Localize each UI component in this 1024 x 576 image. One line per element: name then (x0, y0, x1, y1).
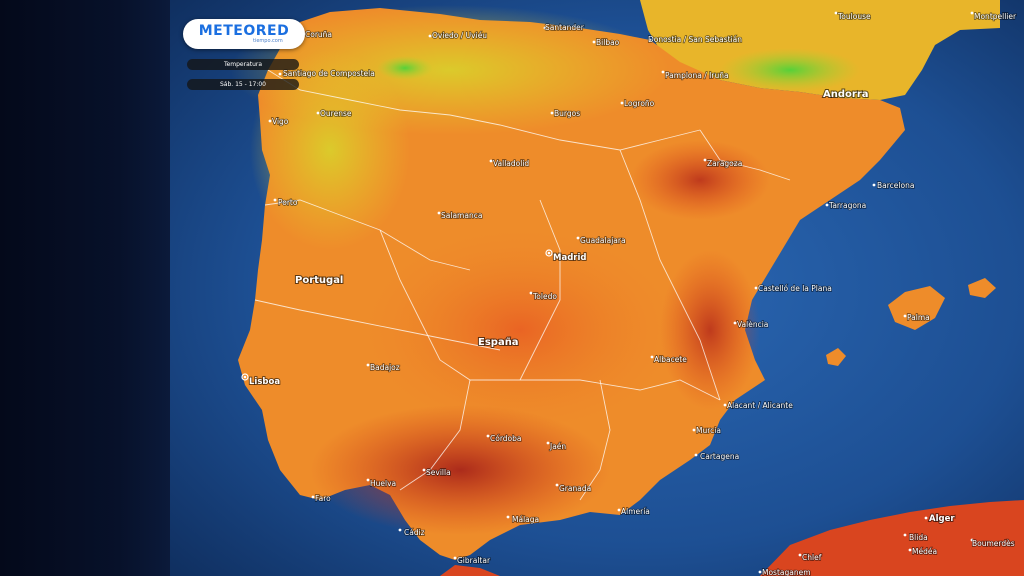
city-label: Logroño (624, 99, 655, 108)
city-label: Palma (907, 313, 930, 322)
city-label: València (737, 320, 768, 329)
city-label: Oviedo / Uviéu (432, 31, 487, 40)
city-label: Chlef (802, 553, 822, 562)
city-label: Porto (278, 198, 298, 207)
city-label: Castelló de la Plana (758, 284, 832, 293)
city-label: Médéa (912, 547, 937, 556)
city-label: Cartagena (700, 452, 739, 461)
city-label: Huelva (370, 479, 396, 488)
time-label[interactable]: Sáb. 15 - 17:00 (187, 79, 299, 90)
country-label-andorra: Andorra (823, 89, 869, 100)
city-label: Blida (909, 533, 928, 542)
hot-south-zone (310, 405, 610, 535)
hot-ebro-zone (630, 140, 770, 220)
city-label: Málaga (512, 515, 539, 524)
city-label: Burgos (554, 109, 580, 118)
brand-sub: tiempo.com (253, 38, 283, 44)
city-label: Mostaganem (762, 568, 811, 576)
cantabria-green-zone (377, 56, 433, 80)
country-label-portugal: Portugal (295, 275, 343, 286)
city-label: Albacete (654, 355, 687, 364)
meteored-logo[interactable]: METEORED tiempo.com (183, 19, 305, 49)
city-label: Almería (621, 507, 650, 516)
city-label: Santander (545, 23, 585, 32)
layer-label[interactable]: Temperatura (187, 59, 299, 70)
city-label: Santiago de Compostela (283, 69, 375, 78)
city-label: Barcelona (877, 181, 914, 190)
city-label: Alacant / Alicante (727, 401, 793, 410)
warm-center-zone (350, 220, 690, 440)
city-label: Bilbao (596, 38, 620, 47)
pyrenees-green-zone (720, 48, 860, 92)
city-label: Guadalajara (580, 236, 626, 245)
city-label-madrid: Madrid (553, 253, 586, 263)
city-label: Murcia (696, 426, 721, 435)
left-dark-panel (0, 0, 170, 576)
city-label: Badajoz (370, 363, 400, 372)
city-label: Pamplona / Iruña (665, 71, 729, 80)
city-label: Granada (559, 484, 591, 493)
city-label: Boumerdès (972, 539, 1015, 548)
city-label: Zaragoza (707, 159, 742, 168)
madrid-marker (545, 249, 553, 257)
cool-northwest-zone (250, 50, 410, 250)
city-label: Sevilla (426, 468, 451, 477)
country-label-espana: España (478, 337, 519, 348)
city-label: Córdoba (490, 434, 521, 443)
city-label: Coruña (305, 30, 332, 39)
city-label: Salamanca (441, 211, 482, 220)
city-label: Montpellier (974, 12, 1017, 21)
mallorca-island (888, 286, 945, 330)
ibiza-island (826, 348, 846, 366)
city-label: Faro (315, 494, 331, 503)
city-label-lisboa: Lisboa (249, 377, 280, 387)
city-label: Cádiz (404, 528, 425, 537)
north-africa-land (760, 500, 1024, 576)
brand-name: METEORED (198, 23, 290, 39)
city-label: Valladolid (493, 159, 529, 168)
city-label: Toulouse (837, 12, 871, 21)
city-label: Donostia / San Sebastián (648, 35, 742, 44)
city-label: Tarragona (828, 201, 866, 210)
city-label: Vigo (272, 117, 289, 126)
lisboa-marker (241, 373, 249, 381)
menorca-island (968, 278, 996, 298)
city-label: Ourense (320, 109, 352, 118)
city-label-alger: Alger (929, 514, 955, 524)
city-label: Toledo (532, 292, 557, 301)
hot-east-zone (660, 250, 760, 410)
city-markers (268, 11, 974, 574)
city-label: Jaén (549, 442, 566, 451)
city-label: Gibraltar (457, 556, 491, 565)
morocco-land (440, 565, 500, 576)
